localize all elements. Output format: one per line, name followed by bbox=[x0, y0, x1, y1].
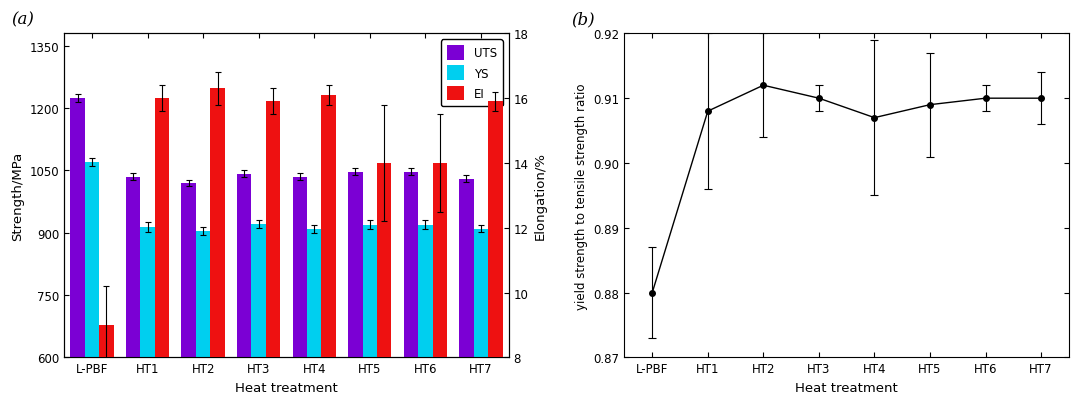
Bar bbox=[433, 164, 447, 405]
Bar bbox=[252, 224, 266, 405]
Bar bbox=[85, 163, 99, 405]
Text: (b): (b) bbox=[571, 11, 595, 28]
Bar bbox=[418, 225, 433, 405]
Bar bbox=[322, 96, 336, 405]
Legend: UTS, YS, EI: UTS, YS, EI bbox=[441, 40, 503, 107]
Bar bbox=[181, 183, 195, 405]
Y-axis label: Strength/MPa: Strength/MPa bbox=[11, 151, 24, 241]
Y-axis label: Elongation/%: Elongation/% bbox=[535, 152, 548, 240]
Bar bbox=[195, 231, 211, 405]
Bar bbox=[363, 225, 377, 405]
Bar bbox=[459, 179, 474, 405]
Bar bbox=[99, 325, 113, 405]
Bar bbox=[154, 99, 170, 405]
Bar bbox=[126, 177, 140, 405]
Bar bbox=[307, 229, 322, 405]
Text: (a): (a) bbox=[11, 11, 33, 28]
Bar bbox=[474, 229, 488, 405]
Bar bbox=[348, 172, 363, 405]
Bar bbox=[293, 177, 307, 405]
X-axis label: Heat treatment: Heat treatment bbox=[235, 381, 338, 394]
Bar bbox=[237, 175, 252, 405]
Bar bbox=[377, 164, 391, 405]
Bar bbox=[70, 99, 85, 405]
Bar bbox=[404, 172, 418, 405]
Y-axis label: yield strength to tensile strength ratio: yield strength to tensile strength ratio bbox=[575, 83, 588, 309]
X-axis label: Heat treatment: Heat treatment bbox=[795, 381, 899, 394]
Bar bbox=[266, 102, 281, 405]
Bar bbox=[488, 102, 502, 405]
Bar bbox=[140, 227, 154, 405]
Bar bbox=[211, 89, 225, 405]
